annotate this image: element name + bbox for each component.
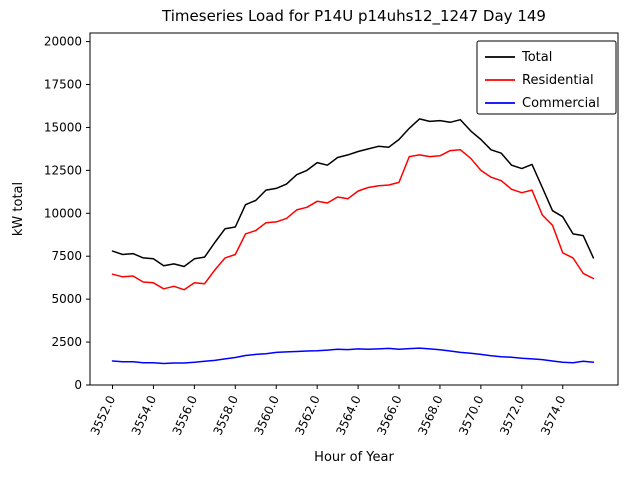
x-tick-label: 3554.0 — [129, 393, 159, 437]
series-lines — [111, 118, 595, 365]
series-line-total — [111, 118, 595, 268]
x-tick-label: 3566.0 — [374, 393, 404, 437]
y-tick-label: 10000 — [44, 206, 82, 220]
y-tick-label: 2500 — [51, 335, 82, 349]
x-tick-label: 3564.0 — [333, 393, 363, 437]
legend-label-residential: Residential — [522, 73, 594, 88]
y-axis-label: kW total — [11, 182, 26, 236]
legend-box — [476, 40, 617, 115]
legend-label-total: Total — [521, 50, 552, 65]
x-tick-label: 3556.0 — [170, 393, 200, 437]
x-tick-label: 3570.0 — [456, 393, 486, 437]
x-tick-label: 3574.0 — [538, 393, 568, 437]
x-tick-label: 3558.0 — [211, 393, 241, 437]
legend-label-commercial: Commercial — [522, 96, 600, 111]
x-tick-label: 3562.0 — [292, 393, 322, 437]
y-axis-ticks: 0 2500 5000 7500 10000 12500 15000 17500 20000 — [44, 35, 90, 392]
x-tick-label: 3560.0 — [252, 393, 282, 437]
y-tick-label: 12500 — [44, 163, 82, 177]
y-tick-label: 5000 — [51, 292, 82, 306]
legend: Total Residential Commercial — [476, 40, 617, 115]
series-line-commercial — [111, 347, 595, 365]
series-line-residential — [111, 149, 595, 291]
chart-title: Timeseries Load for P14U p14uhs12_1247 D… — [161, 7, 546, 26]
x-tick-label: 3572.0 — [497, 393, 527, 437]
x-axis-label: Hour of Year — [314, 450, 394, 465]
y-tick-label: 0 — [74, 378, 82, 392]
y-tick-label: 15000 — [44, 120, 82, 134]
plot-border — [89, 32, 619, 386]
x-tick-label: 3552.0 — [88, 393, 118, 437]
y-tick-label: 20000 — [44, 35, 82, 49]
y-tick-label: 17500 — [44, 78, 82, 92]
x-tick-label: 3568.0 — [415, 393, 445, 437]
x-axis-ticks: 3552.0 3554.0 3556.0 3558.0 3560.0 3562.0 3564… — [88, 385, 568, 437]
y-tick-label: 7500 — [51, 249, 82, 263]
